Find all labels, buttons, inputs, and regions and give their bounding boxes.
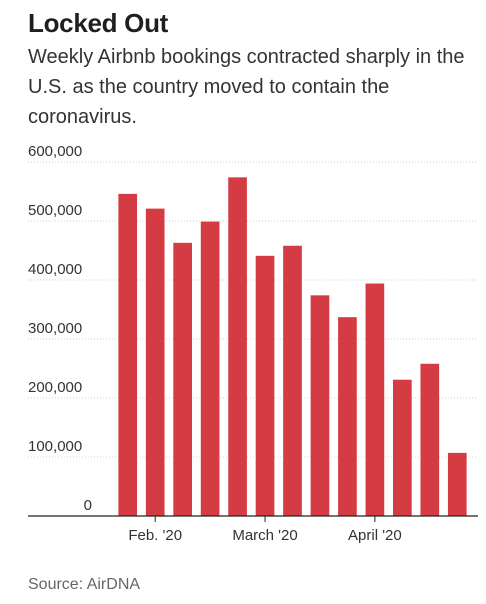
y-tick-label: 200,000 bbox=[28, 379, 82, 396]
bar bbox=[447, 452, 467, 516]
chart-subtitle: Weekly Airbnb bookings contracted sharpl… bbox=[28, 46, 465, 128]
y-tick-label: 500,000 bbox=[28, 202, 82, 219]
source-note: Source: AirDNA bbox=[28, 576, 141, 593]
x-tick-label: Feb. '20 bbox=[128, 527, 182, 544]
bar bbox=[420, 363, 440, 516]
bar bbox=[173, 242, 192, 516]
bar bbox=[310, 295, 330, 516]
bar-chart: 0 100,000 200,000 300,000 400,000 500,000 600,… bbox=[28, 143, 478, 544]
y-tick-label: 600,000 bbox=[28, 143, 82, 160]
y-tick-label: 0 bbox=[84, 497, 92, 514]
bar bbox=[338, 317, 357, 516]
y-tick-label: 100,000 bbox=[28, 438, 82, 455]
bar bbox=[393, 379, 412, 516]
bar bbox=[283, 245, 302, 516]
bar bbox=[228, 177, 247, 516]
bar bbox=[145, 208, 165, 517]
y-tick-label: 400,000 bbox=[28, 261, 82, 278]
x-tick-label: March '20 bbox=[232, 527, 297, 544]
bar bbox=[118, 193, 138, 517]
bar bbox=[365, 283, 385, 516]
bar bbox=[255, 255, 275, 516]
y-tick-label: 300,000 bbox=[28, 320, 82, 337]
chart-title: Locked Out bbox=[28, 8, 169, 38]
x-tick-label: April '20 bbox=[348, 527, 402, 544]
bar bbox=[200, 221, 220, 516]
